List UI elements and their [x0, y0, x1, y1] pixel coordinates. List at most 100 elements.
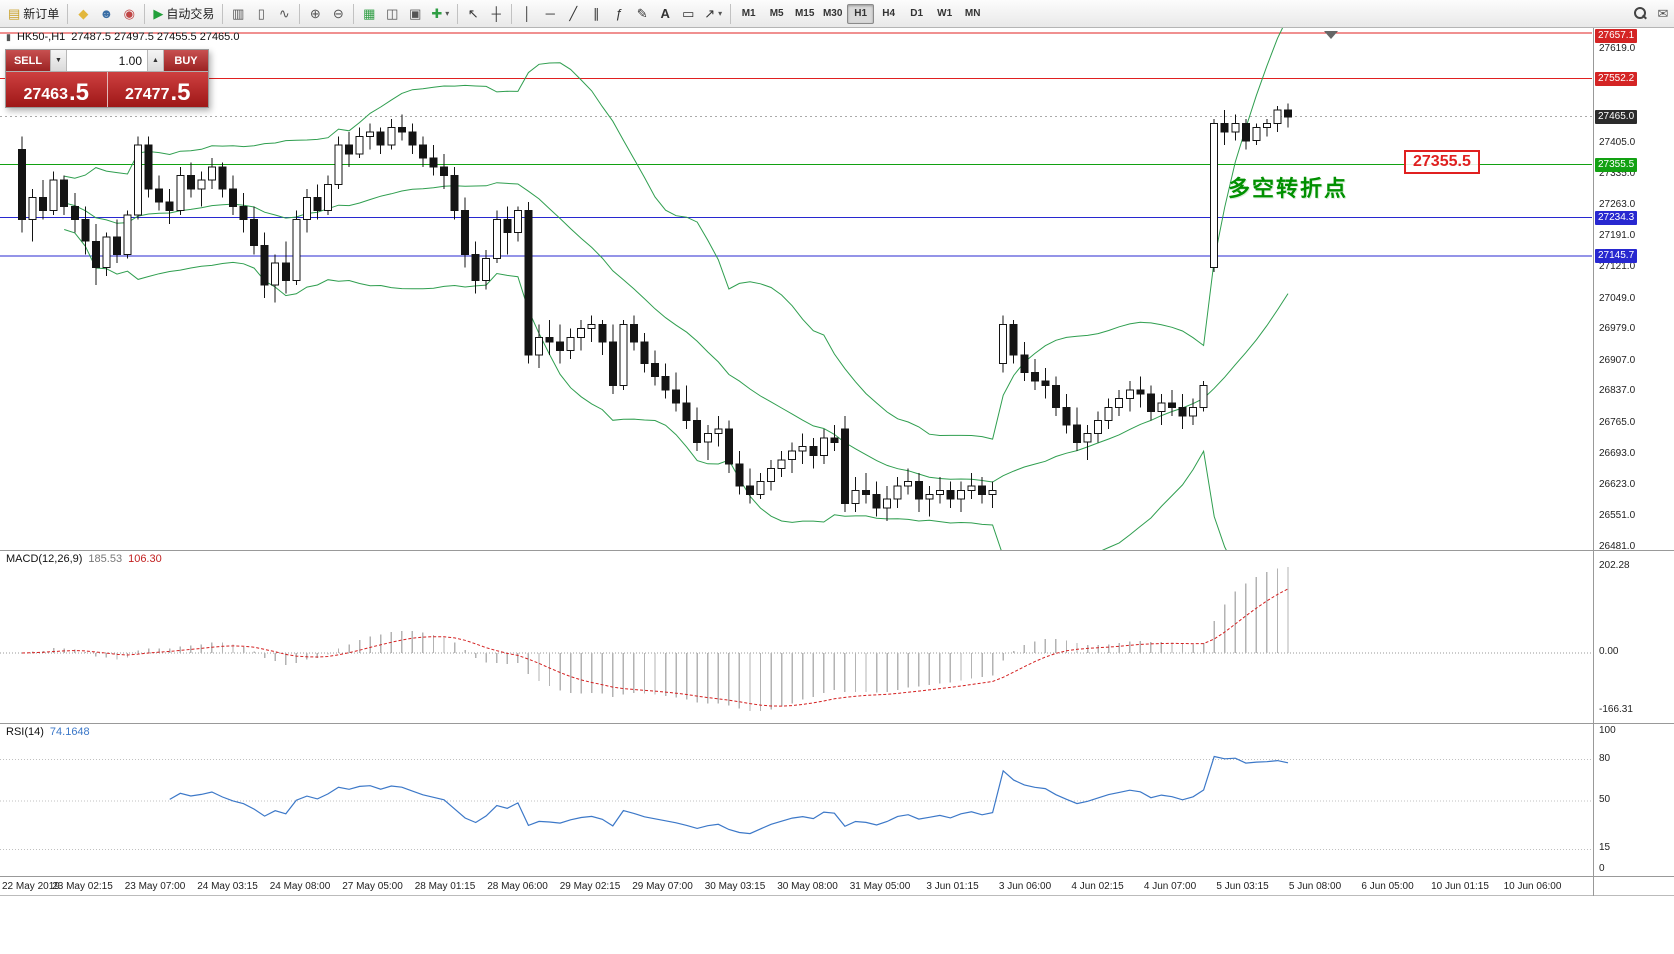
sell-button[interactable]: SELL: [6, 50, 50, 71]
candlestick-chart-icon: ▯: [257, 6, 265, 21]
one-click-trading-widget: SELL ▼ ▲ BUY 27463 .5 27477 .5: [5, 49, 209, 108]
rsi-axis-50: 50: [1599, 794, 1611, 805]
price-tick-26765.0: 26765.0: [1599, 416, 1636, 428]
indicators-button[interactable]: ✚ ▾: [427, 3, 453, 25]
buy-price-button[interactable]: 27477 .5: [106, 72, 208, 107]
zoom-out-button[interactable]: ⊖: [327, 3, 349, 25]
price-label-27145.7: 27145.7: [1595, 249, 1638, 264]
channel-tool-button[interactable]: ∥: [585, 3, 607, 25]
dropdown-caret-icon: ▾: [718, 9, 723, 18]
macd-label: MACD(12,26,9) 185.53 106.30: [6, 553, 162, 565]
price-tick-26623.0: 26623.0: [1599, 478, 1636, 490]
line-chart-mode-button[interactable]: ∿: [273, 3, 295, 25]
price-callout-box[interactable]: 27355.5: [1404, 150, 1480, 174]
cursor-arrow-icon: ↖: [467, 6, 479, 21]
time-label: 28 May 01:15: [414, 881, 476, 892]
fibonacci-icon: ƒ: [615, 6, 623, 21]
order-form-icon: ▤: [8, 6, 21, 21]
sell-price-button[interactable]: 27463 .5: [6, 72, 107, 107]
pencil-shapes-icon: ✎: [636, 6, 648, 21]
macd-axis-max: 202.28: [1599, 560, 1630, 571]
fibonacci-tool-button[interactable]: ƒ: [608, 3, 630, 25]
vertical-line-tool-button[interactable]: │: [516, 3, 538, 25]
timeframe-m1-button[interactable]: M1: [735, 4, 762, 24]
cursor-tool-button[interactable]: ↖: [462, 3, 484, 25]
chat-button[interactable]: ✉: [1652, 3, 1674, 25]
timeframe-w1-button[interactable]: W1: [931, 4, 958, 24]
time-label: 3 Jun 06:00: [998, 881, 1052, 892]
profiles-icon-button[interactable]: ◆: [72, 3, 94, 25]
chart-shift-marker[interactable]: [1324, 31, 1338, 39]
timeframe-d1-button[interactable]: D1: [903, 4, 930, 24]
autotrading-button[interactable]: ▶ 自动交易: [149, 3, 218, 25]
toolbar-separator: [299, 3, 301, 24]
price-axis[interactable]: 27619.0 27405.0 27335.0 27263.0 27191.0 27121…: [1594, 0, 1674, 954]
toolbar-separator: [730, 3, 732, 24]
zoom-out-icon: ⊖: [332, 6, 344, 21]
equidistant-channel-icon: ∥: [593, 6, 600, 21]
rsi-axis-0: 0: [1599, 863, 1605, 874]
rsi-canvas[interactable]: [0, 724, 1674, 877]
horizontal-line-tool-button[interactable]: ─: [539, 3, 561, 25]
macd-histogram: [31, 567, 1289, 711]
trade-widget-prices-row: 27463 .5 27477 .5: [6, 72, 208, 107]
price-tick-27335.0: 27335.0: [1599, 167, 1636, 179]
rsi-indicator-panel[interactable]: RSI(14) 74.1648: [0, 723, 1674, 876]
timeframe-m5-button[interactable]: M5: [763, 4, 790, 24]
time-label: 10 Jun 01:15: [1431, 881, 1489, 892]
buy-button[interactable]: BUY: [164, 50, 208, 71]
price-chart-panel[interactable]: ▮ HK50-,H1 27487.5 27497.5 27455.5 27465…: [0, 28, 1674, 550]
toolbar-separator: [457, 3, 459, 24]
chart-ohlc-values: 27487.5 27497.5 27455.5 27465.0: [71, 31, 240, 43]
price-tick-26693.0: 26693.0: [1599, 448, 1636, 460]
price-tick-27263.0: 27263.0: [1599, 198, 1636, 210]
candlestick-mode-button[interactable]: ▯: [250, 3, 272, 25]
text-tool-button[interactable]: A: [654, 3, 676, 25]
timeframe-mn-button[interactable]: MN: [959, 4, 986, 24]
sell-price-pips: .5: [68, 78, 89, 106]
volume-caret-up-icon[interactable]: ▲: [147, 50, 164, 71]
macd-indicator-panel[interactable]: MACD(12,26,9) 185.53 106.30: [0, 550, 1674, 723]
quick-search-button[interactable]: [1629, 3, 1651, 25]
new-order-button[interactable]: ▤ 新订单: [4, 3, 63, 25]
new-order-button-label: 新订单: [23, 7, 60, 21]
bar-chart-mode-button[interactable]: ▥: [227, 3, 249, 25]
price-tick-26907.0: 26907.0: [1599, 354, 1636, 366]
chart-annotation-text[interactable]: 多空转折点: [1228, 176, 1349, 201]
candlestick-chart-canvas[interactable]: [0, 28, 1674, 550]
time-label: 30 May 08:00: [777, 881, 838, 892]
price-tick-26481.0: 26481.0: [1599, 540, 1636, 552]
price-label-27234.3: 27234.3: [1595, 210, 1638, 225]
text-label-tool-button[interactable]: ▭: [677, 3, 699, 25]
timeframe-h1-button[interactable]: H1: [847, 3, 875, 24]
auto-arrange-button[interactable]: ▣: [404, 3, 426, 25]
time-label: 3 Jun 01:15: [926, 881, 979, 892]
timeframe-m30-button[interactable]: M30: [819, 4, 846, 24]
volume-input[interactable]: [67, 50, 147, 71]
tile-windows-button[interactable]: ▦: [358, 3, 380, 25]
arrows-tool-button[interactable]: ↗ ▾: [700, 3, 726, 25]
alerts-icon-button[interactable]: ◉: [118, 3, 140, 25]
zoom-in-button[interactable]: ⊕: [304, 3, 326, 25]
line-chart-icon: ∿: [278, 6, 290, 21]
auto-arrange-icon: ▣: [409, 6, 422, 21]
timeframe-h4-button[interactable]: H4: [875, 4, 902, 24]
arrow-objects-icon: ↗: [704, 6, 716, 21]
volume-caret-down-icon[interactable]: ▼: [50, 50, 67, 71]
crosshair-tool-button[interactable]: ┼: [485, 3, 507, 25]
timeframe-m15-button[interactable]: M15: [791, 4, 818, 24]
time-axis[interactable]: 22 May 2019 23 May 02:15 23 May 07:00 24 Ma…: [0, 876, 1674, 896]
market-watch-icon-button[interactable]: ☻: [95, 3, 117, 25]
trendline-icon: ╱: [569, 6, 578, 21]
profiles-icon: ◆: [78, 6, 89, 21]
time-label: 24 May 03:15: [197, 881, 258, 892]
shapes-tool-button[interactable]: ✎: [631, 3, 653, 25]
macd-signal-value: 106.30: [128, 553, 162, 565]
macd-canvas[interactable]: [0, 551, 1674, 724]
rsi-line: [169, 755, 1289, 835]
cascade-windows-button[interactable]: ◫: [381, 3, 403, 25]
toolbar-separator: [67, 3, 69, 24]
chart-symbol-period: HK50-,H1: [16, 31, 66, 43]
trendline-tool-button[interactable]: ╱: [562, 3, 584, 25]
